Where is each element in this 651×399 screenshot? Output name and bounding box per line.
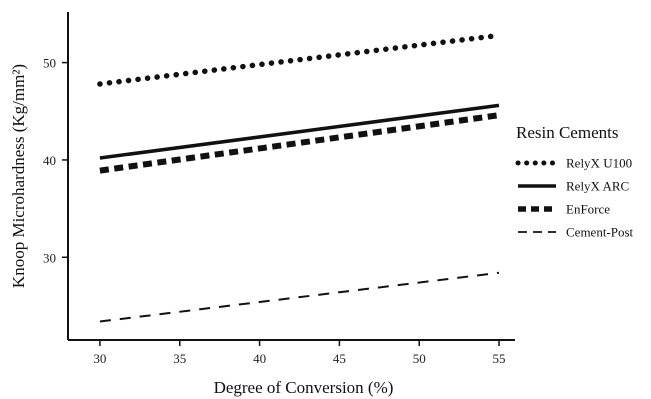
y-tick-label: 40	[43, 153, 56, 168]
series-lines	[97, 32, 502, 323]
y-tick-label: 30	[43, 250, 56, 265]
x-ticks: 30 35 40 45 50 55	[93, 340, 506, 366]
legend-label: EnForce	[566, 202, 610, 217]
x-tick-label: 35	[173, 351, 186, 366]
y-ticks: 30 40 50	[43, 56, 68, 265]
legend-label: RelyX U100	[566, 156, 632, 171]
series-line-relyx-u100	[97, 32, 502, 87]
y-tick-label: 50	[43, 56, 56, 71]
legend-title: Resin Cements	[516, 123, 618, 142]
axes	[67, 12, 515, 341]
y-axis-title: Knoop Microhardness (Kg/mm²)	[9, 64, 28, 288]
x-tick-label: 40	[253, 351, 266, 366]
x-tick-label: 45	[333, 351, 346, 366]
series-line-relyx-arc	[99, 103, 500, 160]
x-tick-label: 55	[493, 351, 506, 366]
legend: Resin Cements RelyX U100 RelyX ARC EnForce…	[515, 123, 634, 240]
legend-items: RelyX U100 RelyX ARC EnForce Cement-Post	[515, 156, 634, 240]
x-axis-title: Degree of Conversion (%)	[214, 378, 394, 397]
series-line-enforce	[99, 112, 500, 174]
x-tick-label: 30	[93, 351, 106, 366]
series-line-cement-post	[99, 271, 500, 323]
x-tick-label: 50	[413, 351, 426, 366]
legend-label: RelyX ARC	[566, 179, 629, 194]
legend-label: Cement-Post	[566, 225, 634, 240]
